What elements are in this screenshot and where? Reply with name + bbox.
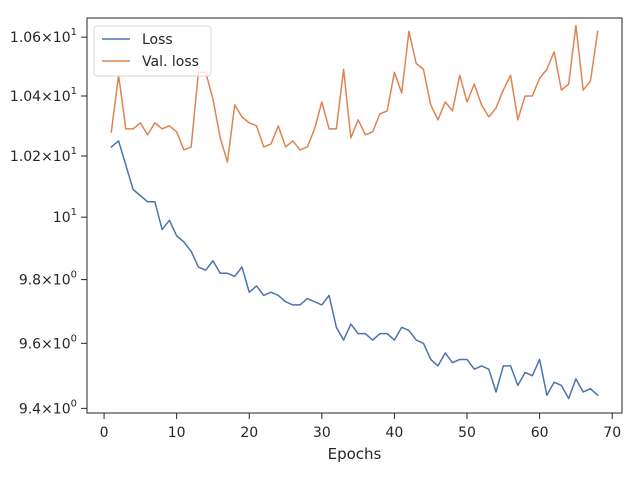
x-tick-label: 50 — [458, 425, 476, 441]
y-tick-exponent: 1 — [71, 146, 77, 157]
legend-label: Loss — [142, 32, 173, 48]
x-axis-label: Epochs — [328, 445, 382, 463]
x-tick-label: 60 — [531, 425, 549, 441]
y-tick-label: 101 — [53, 207, 77, 226]
series-lines — [110, 24, 599, 400]
y-tick-exponent: 0 — [71, 398, 77, 409]
legend-label: Val. loss — [142, 54, 199, 70]
legend: Loss Val. loss — [93, 25, 212, 77]
y-tick-mantissa: 9.4 — [19, 401, 41, 417]
y-tick-mantissa: 10 — [53, 210, 71, 226]
y-tick-label: 9.6×100 — [19, 333, 77, 352]
series-line-loss — [110, 140, 599, 400]
x-tick-label: 40 — [386, 425, 404, 441]
axis-ticks: 0 10 20 30 40 50 60 709.4×1009.6×1009.8×1001011… — [10, 27, 621, 441]
y-tick-exponent: 0 — [71, 270, 77, 281]
x-tick-label: 10 — [168, 425, 186, 441]
y-tick-exponent: 1 — [71, 86, 77, 97]
y-tick-label: 1.04×101 — [10, 86, 77, 105]
y-tick-exponent: 0 — [71, 333, 77, 344]
y-tick-label: 1.06×101 — [10, 27, 77, 46]
y-tick-mantissa: 1.02 — [10, 149, 41, 165]
y-tick-exponent: 1 — [71, 27, 77, 38]
y-tick-mantissa: 9.6 — [19, 336, 41, 352]
y-tick-mantissa: 1.06 — [10, 30, 41, 46]
x-tick-label: 70 — [603, 425, 621, 441]
x-tick-label: 30 — [313, 425, 331, 441]
x-tick-label: 20 — [240, 425, 258, 441]
y-tick-label: 9.8×100 — [19, 270, 77, 289]
x-tick-label: 0 — [100, 425, 109, 441]
y-tick-mantissa: 1.04 — [10, 89, 41, 105]
y-tick-label: 9.4×100 — [19, 398, 77, 417]
y-tick-mantissa: 9.8 — [19, 273, 41, 289]
y-tick-label: 1.02×101 — [10, 146, 77, 165]
plot-area-frame — [86, 17, 623, 414]
y-tick-exponent: 1 — [71, 207, 77, 218]
series-line-val-loss — [110, 24, 599, 163]
